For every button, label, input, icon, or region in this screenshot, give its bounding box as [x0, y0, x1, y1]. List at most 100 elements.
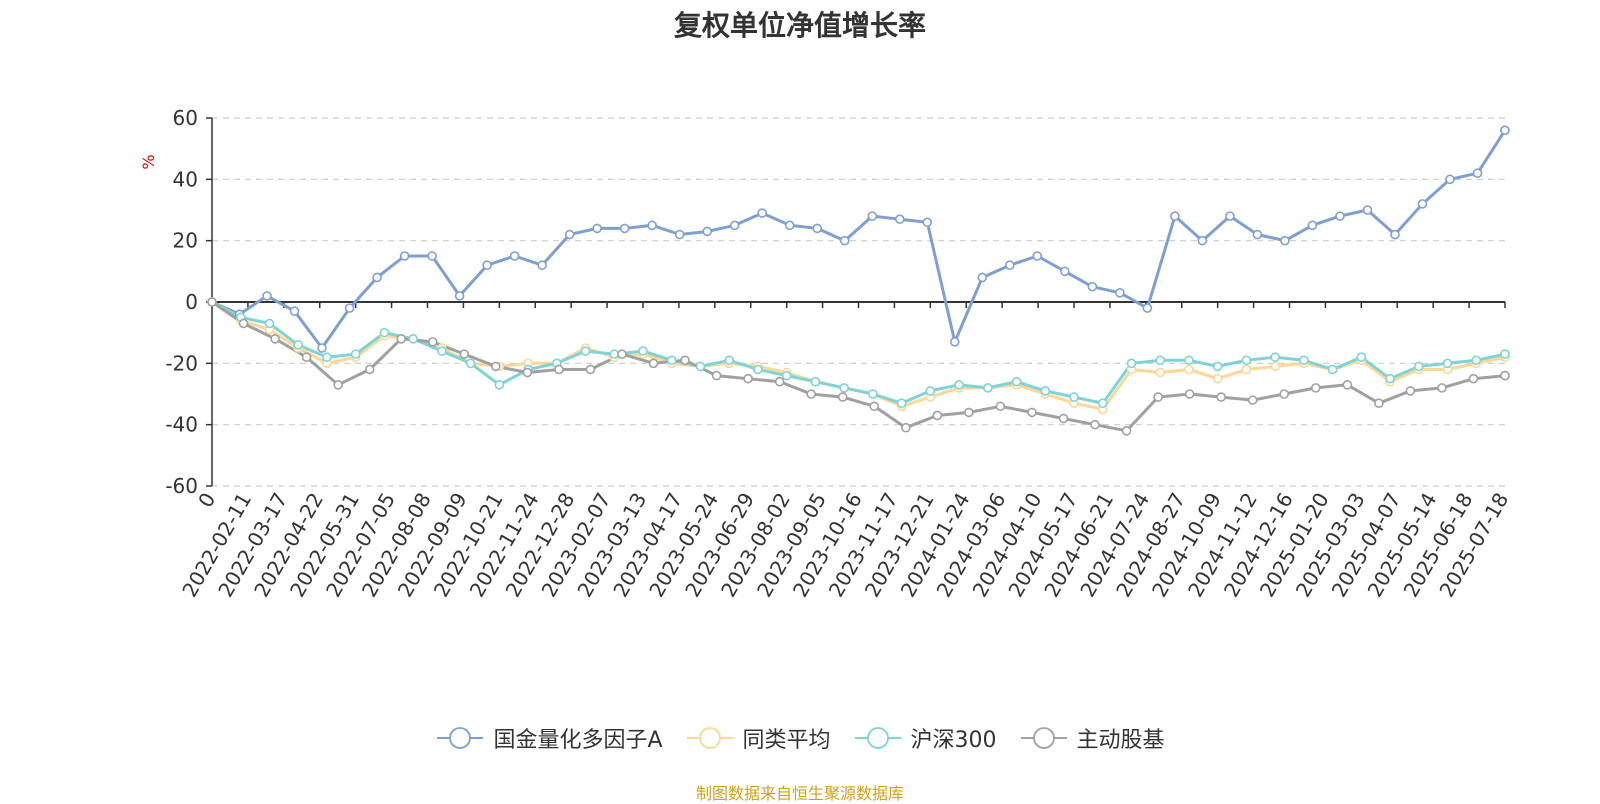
series-point	[264, 318, 275, 329]
series-point	[1184, 355, 1194, 366]
series-point	[837, 392, 848, 402]
series-point	[702, 226, 712, 237]
legend-item-2[interactable]: 沪深300	[853, 722, 997, 754]
series-point	[1270, 361, 1280, 372]
series-point	[753, 364, 763, 375]
y-axis-unit: %	[139, 154, 158, 169]
series-point	[427, 337, 438, 347]
series-point	[1155, 355, 1165, 366]
legend-marker-icon	[686, 727, 733, 749]
series-point	[839, 235, 850, 246]
series-point	[1060, 266, 1070, 277]
series-point	[1356, 352, 1367, 363]
series-point	[784, 220, 795, 231]
series-point	[207, 297, 217, 307]
series-point	[1087, 281, 1098, 292]
series-line-2	[211, 300, 1506, 405]
series-point	[894, 214, 905, 224]
series-point	[1252, 229, 1263, 240]
series-point	[509, 251, 520, 261]
series-point	[680, 355, 690, 366]
y-tick-label: 0	[185, 290, 198, 314]
series-point	[537, 260, 547, 271]
series-point	[867, 211, 878, 221]
series-point	[1472, 168, 1483, 178]
y-tick-label: -20	[165, 351, 198, 375]
series-point	[1342, 379, 1353, 390]
series-point	[289, 306, 300, 317]
y-tick-label: -60	[165, 474, 198, 498]
series-point	[949, 337, 960, 347]
series-point	[494, 379, 505, 390]
series-point	[1197, 235, 1208, 246]
series-point	[810, 376, 821, 387]
legend-marker-icon	[1020, 727, 1067, 749]
series-point	[293, 340, 304, 350]
series-point	[1058, 413, 1069, 424]
series-point	[317, 343, 327, 353]
series-point	[564, 229, 575, 240]
series-point	[238, 318, 249, 329]
series-markers	[207, 125, 1510, 436]
series-point	[1040, 386, 1051, 396]
legend-label: 国金量化多因子A	[493, 728, 663, 753]
series-point	[454, 291, 465, 301]
series-point	[1500, 370, 1510, 381]
series-point	[1225, 211, 1235, 221]
series-point	[812, 223, 823, 234]
series-line-1	[211, 300, 1506, 411]
x-tick-label: 0	[193, 489, 220, 512]
series-point	[1500, 349, 1510, 359]
series-point	[350, 349, 361, 359]
series-point	[437, 346, 447, 356]
series-line-0	[211, 129, 1507, 350]
series-point	[666, 355, 677, 366]
series-point	[585, 364, 596, 375]
series-point	[1270, 352, 1280, 363]
y-tick-label: 60	[173, 106, 198, 130]
series-point	[465, 358, 476, 369]
series-lines	[211, 129, 1507, 433]
series-point	[619, 223, 630, 234]
series-point	[1362, 205, 1373, 215]
legend-item-0[interactable]: 国金量化多因子A	[435, 722, 663, 754]
series-point	[408, 333, 418, 344]
series-point	[674, 229, 685, 240]
series-point	[592, 223, 602, 234]
series-point	[1184, 364, 1194, 375]
series-point	[1405, 386, 1416, 396]
series-point	[379, 327, 390, 338]
series-point	[1417, 199, 1428, 209]
series-point	[1097, 398, 1108, 409]
series-point	[781, 370, 792, 381]
series-point	[1170, 211, 1180, 221]
series-point	[1115, 287, 1125, 298]
y-tick-label: 20	[173, 229, 198, 253]
series-point	[774, 376, 785, 387]
series-point	[301, 352, 312, 363]
series-point	[322, 352, 332, 363]
series-point	[262, 291, 272, 301]
legend-marker-icon	[854, 727, 901, 749]
series-point	[522, 367, 533, 378]
series-point	[1442, 358, 1453, 369]
legend-label: 沪深300	[910, 728, 997, 753]
series-point	[806, 389, 816, 399]
series-point	[757, 208, 768, 218]
legend: 国金量化多因子A 同类平均 沪深300 主动股基	[0, 722, 1600, 754]
series-point	[1374, 398, 1384, 409]
legend-label: 同类平均	[742, 728, 831, 753]
series-point	[1011, 376, 1022, 387]
series-point	[995, 401, 1006, 412]
legend-label: 主动股基	[1076, 728, 1165, 753]
series-point	[1212, 373, 1223, 384]
series-point	[1241, 355, 1252, 366]
axes: 6040200-20-40-6002022-02-112022-03-17202…	[165, 106, 1513, 601]
series-point	[1142, 303, 1153, 313]
series-point	[1126, 358, 1137, 369]
legend-item-3[interactable]: 主动股基	[1019, 722, 1165, 754]
series-point	[711, 370, 722, 381]
legend-item-1[interactable]: 同类平均	[685, 722, 831, 754]
series-point	[1247, 395, 1258, 405]
series-point	[932, 410, 943, 421]
